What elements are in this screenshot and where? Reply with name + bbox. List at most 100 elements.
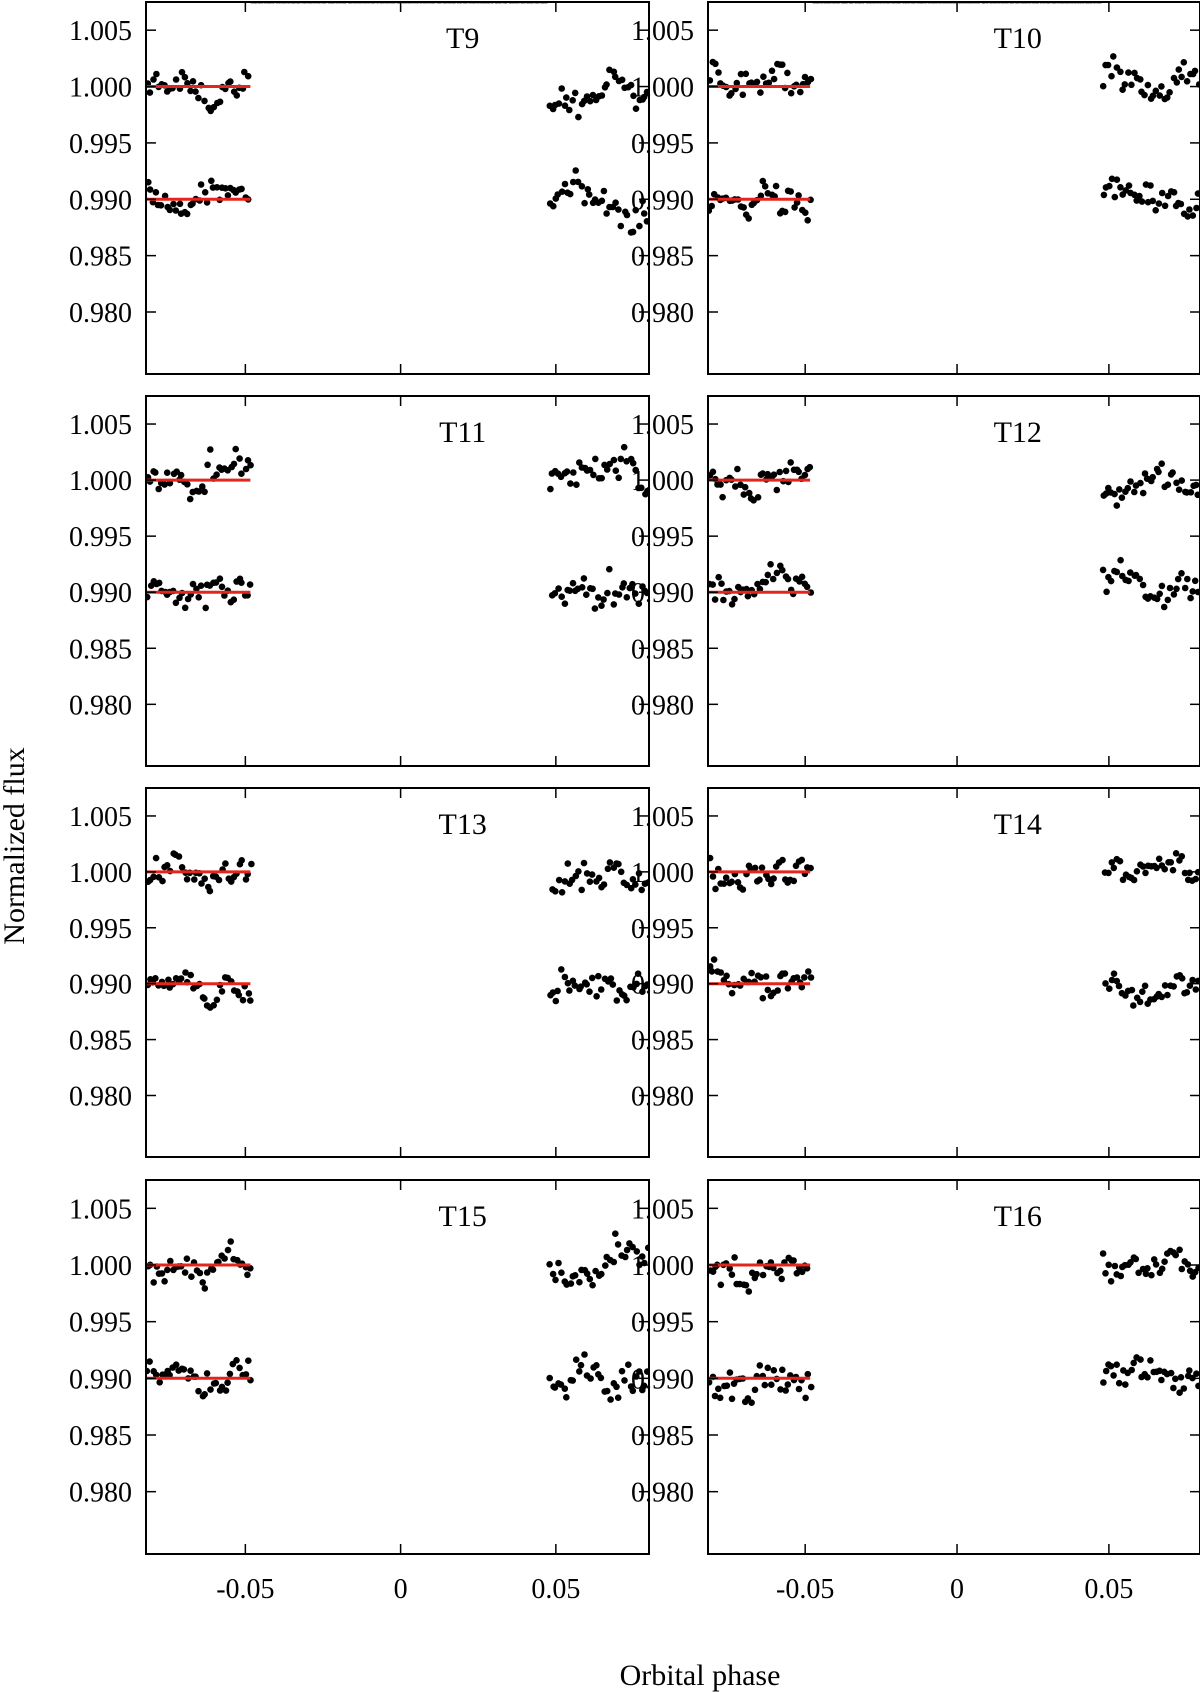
y-tick-label: 0.980 <box>631 690 694 721</box>
data-point <box>1100 191 1108 199</box>
data-point <box>222 1387 230 1394</box>
panel-frame <box>145 787 650 1158</box>
y-tick-label: 0.995 <box>631 129 694 160</box>
data-point <box>566 587 574 594</box>
data-point <box>615 591 623 598</box>
data-point <box>761 1381 769 1389</box>
panel-t9: 0.980 0.985 0.990 0.995 1.000 1.005 T9 <box>69 1 650 375</box>
data-point <box>745 1288 753 1295</box>
data-point <box>1170 591 1178 598</box>
data-point <box>709 1268 717 1275</box>
data-point <box>748 1399 755 1406</box>
data-point <box>638 886 645 894</box>
data-point <box>244 457 252 464</box>
data-point <box>152 469 159 476</box>
data-point <box>613 997 621 1004</box>
data-point <box>768 67 776 75</box>
data-point <box>723 1382 731 1389</box>
data-point <box>720 596 727 604</box>
data-point <box>765 875 772 883</box>
data-point <box>1117 556 1124 564</box>
data-point <box>195 594 202 601</box>
data-point <box>756 876 763 884</box>
panel-data <box>708 850 1200 1009</box>
data-point <box>798 856 806 864</box>
data-point <box>1100 1379 1107 1386</box>
data-point <box>711 1392 719 1400</box>
data-point <box>779 1366 786 1374</box>
data-point <box>577 983 584 990</box>
data-point <box>607 1396 614 1403</box>
data-point <box>597 986 605 993</box>
data-point <box>611 73 619 81</box>
data-point <box>558 966 565 973</box>
data-point <box>558 85 565 92</box>
y-tick-label: 1.000 <box>69 73 132 104</box>
data-point <box>1194 977 1200 985</box>
data-point <box>196 1269 204 1277</box>
data-point <box>1136 575 1144 583</box>
data-point <box>1139 988 1146 995</box>
y-tick-label: 0.980 <box>631 298 694 329</box>
data-point <box>604 865 612 873</box>
data-point <box>606 460 613 468</box>
data-point <box>1137 479 1144 487</box>
data-point <box>201 1391 208 1398</box>
data-point <box>781 208 789 216</box>
data-point <box>784 1381 792 1388</box>
data-point <box>1117 1272 1125 1280</box>
data-point <box>1107 1362 1115 1370</box>
data-point <box>178 864 186 871</box>
data-point <box>797 88 804 96</box>
data-point <box>550 202 557 210</box>
data-point <box>1173 479 1180 487</box>
data-point <box>598 602 605 609</box>
data-point <box>717 481 724 488</box>
data-point <box>712 885 719 893</box>
data-point <box>1113 502 1121 509</box>
data-point <box>189 580 197 588</box>
data-point <box>238 470 245 478</box>
y-tick-label: 0.990 <box>69 578 132 609</box>
data-point <box>213 996 221 1004</box>
data-point <box>233 92 241 99</box>
data-point <box>595 594 602 601</box>
data-point <box>798 983 806 991</box>
data-point <box>1184 575 1191 583</box>
data-point <box>1117 184 1124 191</box>
data-point <box>598 92 606 99</box>
data-point <box>586 97 594 105</box>
data-point <box>1115 982 1123 990</box>
data-point <box>146 89 154 96</box>
data-point <box>1189 588 1196 595</box>
data-point <box>1175 66 1183 73</box>
data-point <box>187 87 194 95</box>
data-point <box>807 864 814 872</box>
data-point <box>244 1271 251 1279</box>
y-tick-label: 1.005 <box>69 1194 132 1225</box>
data-point <box>150 76 157 83</box>
data-point <box>163 862 171 869</box>
data-point <box>181 604 189 612</box>
data-point <box>753 1270 760 1278</box>
data-point <box>787 188 794 195</box>
data-point <box>581 1351 588 1358</box>
data-point <box>201 995 208 1002</box>
data-point <box>1149 197 1157 205</box>
data-point <box>805 968 812 975</box>
y-tick-label: 1.005 <box>631 802 694 833</box>
data-point <box>614 1241 622 1248</box>
data-point <box>1136 998 1144 1006</box>
data-point <box>576 1278 583 1286</box>
data-point <box>195 94 202 102</box>
data-point <box>227 1238 234 1245</box>
panel-frame <box>145 395 650 767</box>
data-point <box>236 455 243 462</box>
data-point <box>1110 970 1118 977</box>
data-point <box>753 78 761 86</box>
data-point <box>563 1394 570 1401</box>
data-point <box>618 1367 626 1375</box>
data-point <box>1169 866 1177 874</box>
data-point <box>773 569 781 577</box>
data-point <box>209 1266 217 1273</box>
